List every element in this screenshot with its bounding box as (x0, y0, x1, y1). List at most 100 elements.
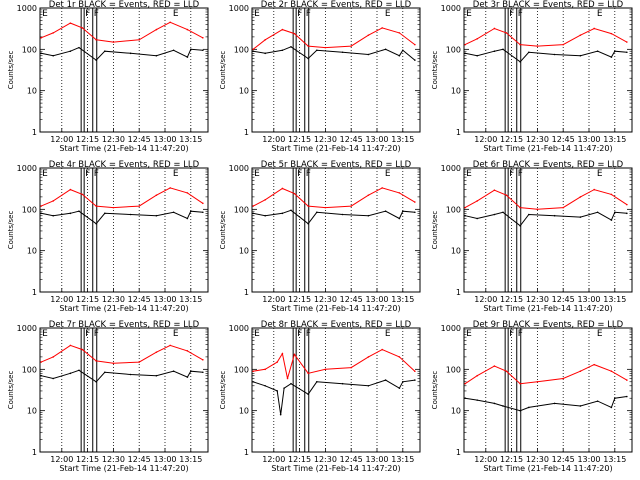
event-marker-label: E (385, 9, 391, 19)
data-point-events (401, 210, 404, 213)
data-point-events (40, 52, 42, 55)
event-marker-label: E (466, 9, 472, 19)
series-line-lld (40, 21, 204, 43)
data-point-lld (252, 48, 254, 51)
data-point-events (414, 59, 416, 61)
data-point-events (398, 387, 401, 389)
y-tick-label: 100 (446, 45, 461, 54)
series-line-events (464, 211, 627, 227)
series-line-lld (40, 187, 204, 209)
data-point-lld (398, 356, 401, 358)
data-point-events (69, 50, 72, 53)
x-tick-label: 12:00 (50, 295, 73, 304)
data-point-events (95, 380, 97, 383)
data-point-events (155, 374, 158, 377)
y-tick-label: 10 (239, 407, 249, 416)
event-marker-label: F (85, 9, 90, 19)
data-point-lld (562, 377, 564, 380)
y-tick-label: 1000 (229, 324, 249, 333)
data-point-events (155, 54, 158, 57)
x-tick-label: 12:45 (128, 295, 151, 304)
plot-frame (463, 167, 633, 293)
x-tick-label: 12:00 (50, 455, 73, 464)
y-tick-label: 10 (451, 87, 461, 96)
data-point-events (279, 413, 282, 416)
x-tick-label: 12:15 (288, 295, 311, 304)
data-point-lld (252, 205, 254, 207)
data-point-events (596, 211, 599, 214)
x-tick-label: 12:15 (288, 135, 311, 144)
y-tick-label: 1 (32, 448, 37, 457)
data-point-lld (519, 206, 521, 209)
data-point-events (626, 395, 628, 398)
data-point-lld (281, 352, 284, 355)
data-point-events (493, 50, 496, 53)
data-point-events (52, 54, 54, 57)
data-point-events (613, 397, 616, 400)
data-point-events (414, 211, 416, 214)
data-point-lld (69, 22, 72, 24)
data-point-lld (610, 193, 613, 196)
data-point-lld (52, 200, 54, 202)
event-marker-label: E (254, 329, 260, 339)
x-axis-label: Start Time (21-Feb-14 11:47:20) (59, 464, 188, 473)
data-point-events (95, 222, 97, 225)
x-tick-label: 12:30 (102, 135, 125, 144)
data-point-lld (626, 41, 628, 43)
x-tick-label: 13:15 (603, 135, 626, 144)
chart-title: Det 8r BLACK = Events, RED = LLD (261, 320, 412, 330)
y-axis-label: Counts/sec (219, 371, 227, 410)
data-point-events (202, 49, 204, 52)
data-point-lld (186, 192, 189, 194)
data-point-lld (155, 28, 158, 31)
data-point-events (553, 214, 556, 217)
data-point-events (476, 54, 478, 57)
x-tick-label: 12:30 (102, 455, 125, 464)
event-marker-label: F (85, 329, 90, 339)
x-axis-label: Start Time (21-Feb-14 11:47:20) (483, 304, 612, 313)
data-point-events (281, 212, 284, 215)
data-point-events (596, 50, 599, 53)
data-point-events (341, 213, 344, 216)
data-point-events (401, 49, 404, 52)
data-point-events (367, 214, 370, 217)
data-point-lld (138, 205, 140, 207)
data-point-events (69, 372, 72, 375)
x-axis-label: Start Time (21-Feb-14 11:47:20) (271, 144, 400, 153)
data-point-lld (293, 32, 296, 35)
x-tick-label: 12:45 (128, 135, 151, 144)
data-point-events (129, 373, 132, 376)
data-point-events (189, 48, 192, 51)
data-point-events (264, 384, 266, 387)
data-point-lld (52, 356, 54, 358)
event-marker-label: F (509, 329, 514, 339)
x-tick-label: 12:45 (128, 455, 151, 464)
x-tick-label: 12:15 (76, 295, 99, 304)
y-tick-label: 100 (446, 365, 461, 374)
x-tick-label: 12:45 (552, 455, 575, 464)
data-point-events (276, 390, 279, 392)
data-point-lld (367, 194, 370, 196)
x-tick-label: 12:15 (288, 455, 311, 464)
chart-title: Det 7r BLACK = Events, RED = LLD (49, 320, 200, 330)
event-marker-label: E (42, 329, 48, 339)
data-point-lld (536, 208, 539, 211)
x-tick-label: 12:30 (314, 455, 337, 464)
data-point-events (519, 60, 521, 63)
data-point-events (502, 48, 504, 51)
data-point-lld (169, 187, 171, 189)
x-tick-label: 13:15 (179, 295, 202, 304)
data-point-lld (69, 344, 72, 347)
data-point-lld (286, 377, 289, 380)
y-tick-label: 1000 (17, 324, 37, 333)
data-point-lld (476, 200, 478, 202)
event-marker-label: E (385, 329, 391, 339)
x-axis-label: Start Time (21-Feb-14 11:47:20) (271, 304, 400, 313)
x-axis-label: Start Time (21-Feb-14 11:47:20) (271, 464, 400, 473)
data-point-lld (381, 187, 383, 189)
data-point-lld (264, 39, 266, 41)
event-marker-label: E (597, 9, 603, 19)
